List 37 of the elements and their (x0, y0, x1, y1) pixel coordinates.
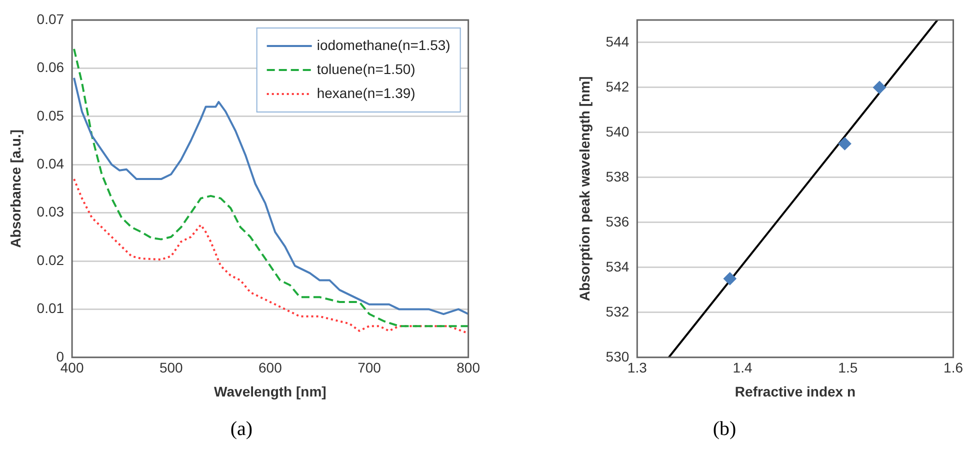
y-tick-label: 544 (606, 33, 630, 50)
legend-label: hexane(n=1.39) (316, 84, 416, 101)
y-tick-label: 540 (606, 123, 630, 140)
x-tick-label: 1.6 (944, 360, 964, 376)
x-axis-title: Wavelength [nm] (214, 383, 326, 400)
y-tick-label: 0.03 (36, 204, 64, 220)
x-axis-title: Refractive index n (734, 383, 856, 400)
y-tick-label: 0.05 (36, 107, 64, 124)
y-tick-label: 0.04 (36, 155, 64, 172)
y-axis-title: Absorption peak wavelength [nm] (576, 76, 592, 302)
x-tick-label: 500 (159, 360, 184, 376)
y-axis-title: Absorbance [a.u.] (7, 130, 24, 248)
point (723, 272, 736, 286)
y-tick-label: 534 (606, 258, 630, 274)
legend-label: iodomethane(n=1.53) (316, 36, 450, 53)
x-tick-label: 700 (358, 360, 382, 376)
y-tick-label: 532 (606, 303, 630, 320)
line-series (73, 178, 468, 334)
y-tick-label: 0.07 (36, 10, 64, 27)
text: (a) (229, 418, 254, 441)
y-tick-label: 0.01 (36, 300, 64, 316)
y-tick-label: 0 (56, 348, 64, 364)
x-tick-label: 1.5 (838, 360, 858, 376)
y-tick-label: 542 (606, 78, 630, 94)
x-tick-label: 600 (258, 360, 282, 376)
text: (b) (712, 418, 738, 441)
y-tick-label: 530 (606, 348, 630, 364)
legend-label: toluene(n=1.50) (316, 60, 416, 77)
x-tick-label: 1.4 (732, 360, 752, 376)
point (873, 80, 886, 94)
y-tick-label: 536 (606, 213, 630, 230)
y-tick-label: 0.06 (36, 59, 64, 76)
y-tick-label: 538 (606, 168, 630, 184)
x-tick-label: 800 (456, 360, 480, 376)
point (838, 137, 852, 150)
y-tick-label: 0.02 (36, 252, 64, 268)
x-tick-label: 1.3 (627, 360, 648, 376)
